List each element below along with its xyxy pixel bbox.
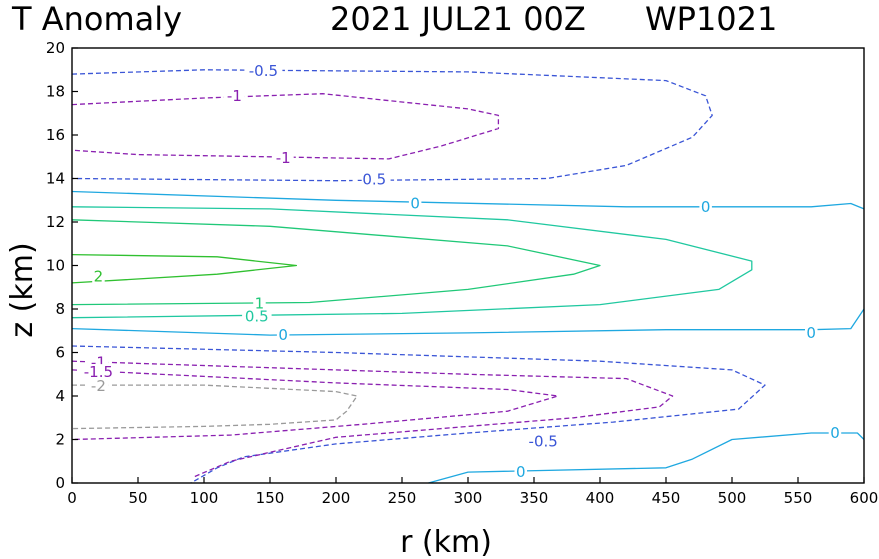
- plot-frame: [71, 47, 865, 484]
- y-tick-label-12: 12: [46, 213, 65, 231]
- x-tick-label-450: 450: [652, 489, 681, 507]
- svg-text:0: 0: [410, 195, 420, 213]
- contour-label-10: 0: [805, 324, 818, 342]
- contour-label-13: -2: [87, 377, 109, 395]
- svg-text:-1: -1: [227, 87, 242, 105]
- contour-label-9: 0: [276, 326, 290, 344]
- y-tick-label-8: 8: [55, 300, 65, 318]
- contour-label-5: 0: [699, 198, 712, 216]
- chart-title: T Anomaly 2021 JUL21 00Z WP1021: [11, 0, 777, 38]
- x-tick-label-400: 400: [586, 489, 615, 507]
- x-axis-label: r (km): [400, 525, 492, 559]
- x-tick-label-50: 50: [128, 489, 147, 507]
- x-axis-ticks: 0 50 100 150 200 250 300 350 400 450 500 550 600: [67, 477, 878, 507]
- contour-line--2-10: [71, 384, 358, 430]
- svg-text:2: 2: [94, 267, 104, 285]
- x-tick-label-150: 150: [256, 489, 285, 507]
- svg-text:-2: -2: [91, 377, 106, 395]
- y-tick-label-18: 18: [46, 83, 65, 101]
- y-tick-label-2: 2: [55, 431, 65, 449]
- contour-line-2-5: [71, 253, 298, 284]
- contour-label-0: -0.5: [244, 62, 283, 80]
- contour-line--1.5-9: [71, 369, 559, 441]
- contour-line--0.5-0: [71, 69, 713, 182]
- contour-label-14: -0.5: [524, 433, 563, 451]
- contour-label-15: 0: [514, 463, 527, 481]
- x-tick-label-250: 250: [388, 489, 417, 507]
- chart-title-variable: T Anomaly: [11, 0, 182, 38]
- x-tick-label-350: 350: [520, 489, 549, 507]
- contour-label-16: 0: [828, 424, 842, 442]
- svg-text:0: 0: [806, 324, 816, 342]
- contour-label-1: -1: [223, 87, 245, 105]
- svg-text:1: 1: [255, 295, 265, 313]
- svg-text:-1: -1: [276, 149, 291, 167]
- y-tick-label-16: 16: [46, 126, 65, 144]
- contour-labels: -0.5-1-1-0.50 010.520 0-1-1.5-2-0.500: [79, 62, 842, 481]
- x-tick-label-100: 100: [190, 489, 219, 507]
- contour-label-8: 2: [92, 267, 105, 285]
- y-tick-label-14: 14: [46, 170, 65, 188]
- contour-lines: [71, 69, 865, 484]
- y-axis-ticks: 0 2 4 6 8 10 12 14 16 18 20: [46, 39, 78, 492]
- x-tick-label-200: 200: [322, 489, 351, 507]
- contour-label-4: 0: [408, 195, 422, 213]
- contour-label-6: 1: [253, 295, 266, 313]
- contour-label-2: -1: [272, 149, 294, 167]
- x-tick-label-300: 300: [454, 489, 483, 507]
- contour-line-0.5-3: [71, 206, 753, 319]
- svg-text:-1.5: -1.5: [84, 363, 113, 381]
- svg-text:0.5: 0.5: [245, 308, 269, 326]
- svg-text:0: 0: [278, 326, 288, 344]
- svg-text:-0.5: -0.5: [357, 171, 386, 189]
- y-tick-label-10: 10: [46, 257, 65, 275]
- contour-label-12: -1.5: [79, 363, 118, 381]
- chart-title-storm-id: WP1021: [645, 0, 777, 38]
- y-tick-label-6: 6: [55, 344, 65, 362]
- contour-line--1-8: [71, 360, 674, 478]
- contour-line-1-4: [71, 219, 601, 306]
- x-tick-label-0: 0: [67, 489, 77, 507]
- y-axis-label: z (km): [5, 242, 40, 337]
- contour-line-0-2: [71, 190, 865, 210]
- svg-text:0: 0: [701, 198, 711, 216]
- y-tick-label-0: 0: [55, 474, 65, 492]
- contour-line-0-6: [71, 308, 865, 336]
- svg-text:0: 0: [830, 424, 840, 442]
- svg-text:0: 0: [516, 463, 526, 481]
- contour-line-0-11: [428, 432, 865, 484]
- chart-title-time: 2021 JUL21 00Z: [330, 0, 586, 38]
- x-tick-label-500: 500: [718, 489, 747, 507]
- contour-line--0.5-7: [71, 345, 766, 484]
- contour-label-7: 0.5: [242, 308, 272, 326]
- y-tick-label-4: 4: [55, 387, 65, 405]
- contour-label-3: -0.5: [352, 171, 391, 189]
- x-tick-label-550: 550: [784, 489, 813, 507]
- svg-text:-0.5: -0.5: [249, 62, 278, 80]
- contour-line--1-1: [71, 93, 500, 160]
- y-tick-label-20: 20: [46, 39, 65, 57]
- svg-text:-0.5: -0.5: [529, 433, 558, 451]
- x-tick-label-600: 600: [850, 489, 879, 507]
